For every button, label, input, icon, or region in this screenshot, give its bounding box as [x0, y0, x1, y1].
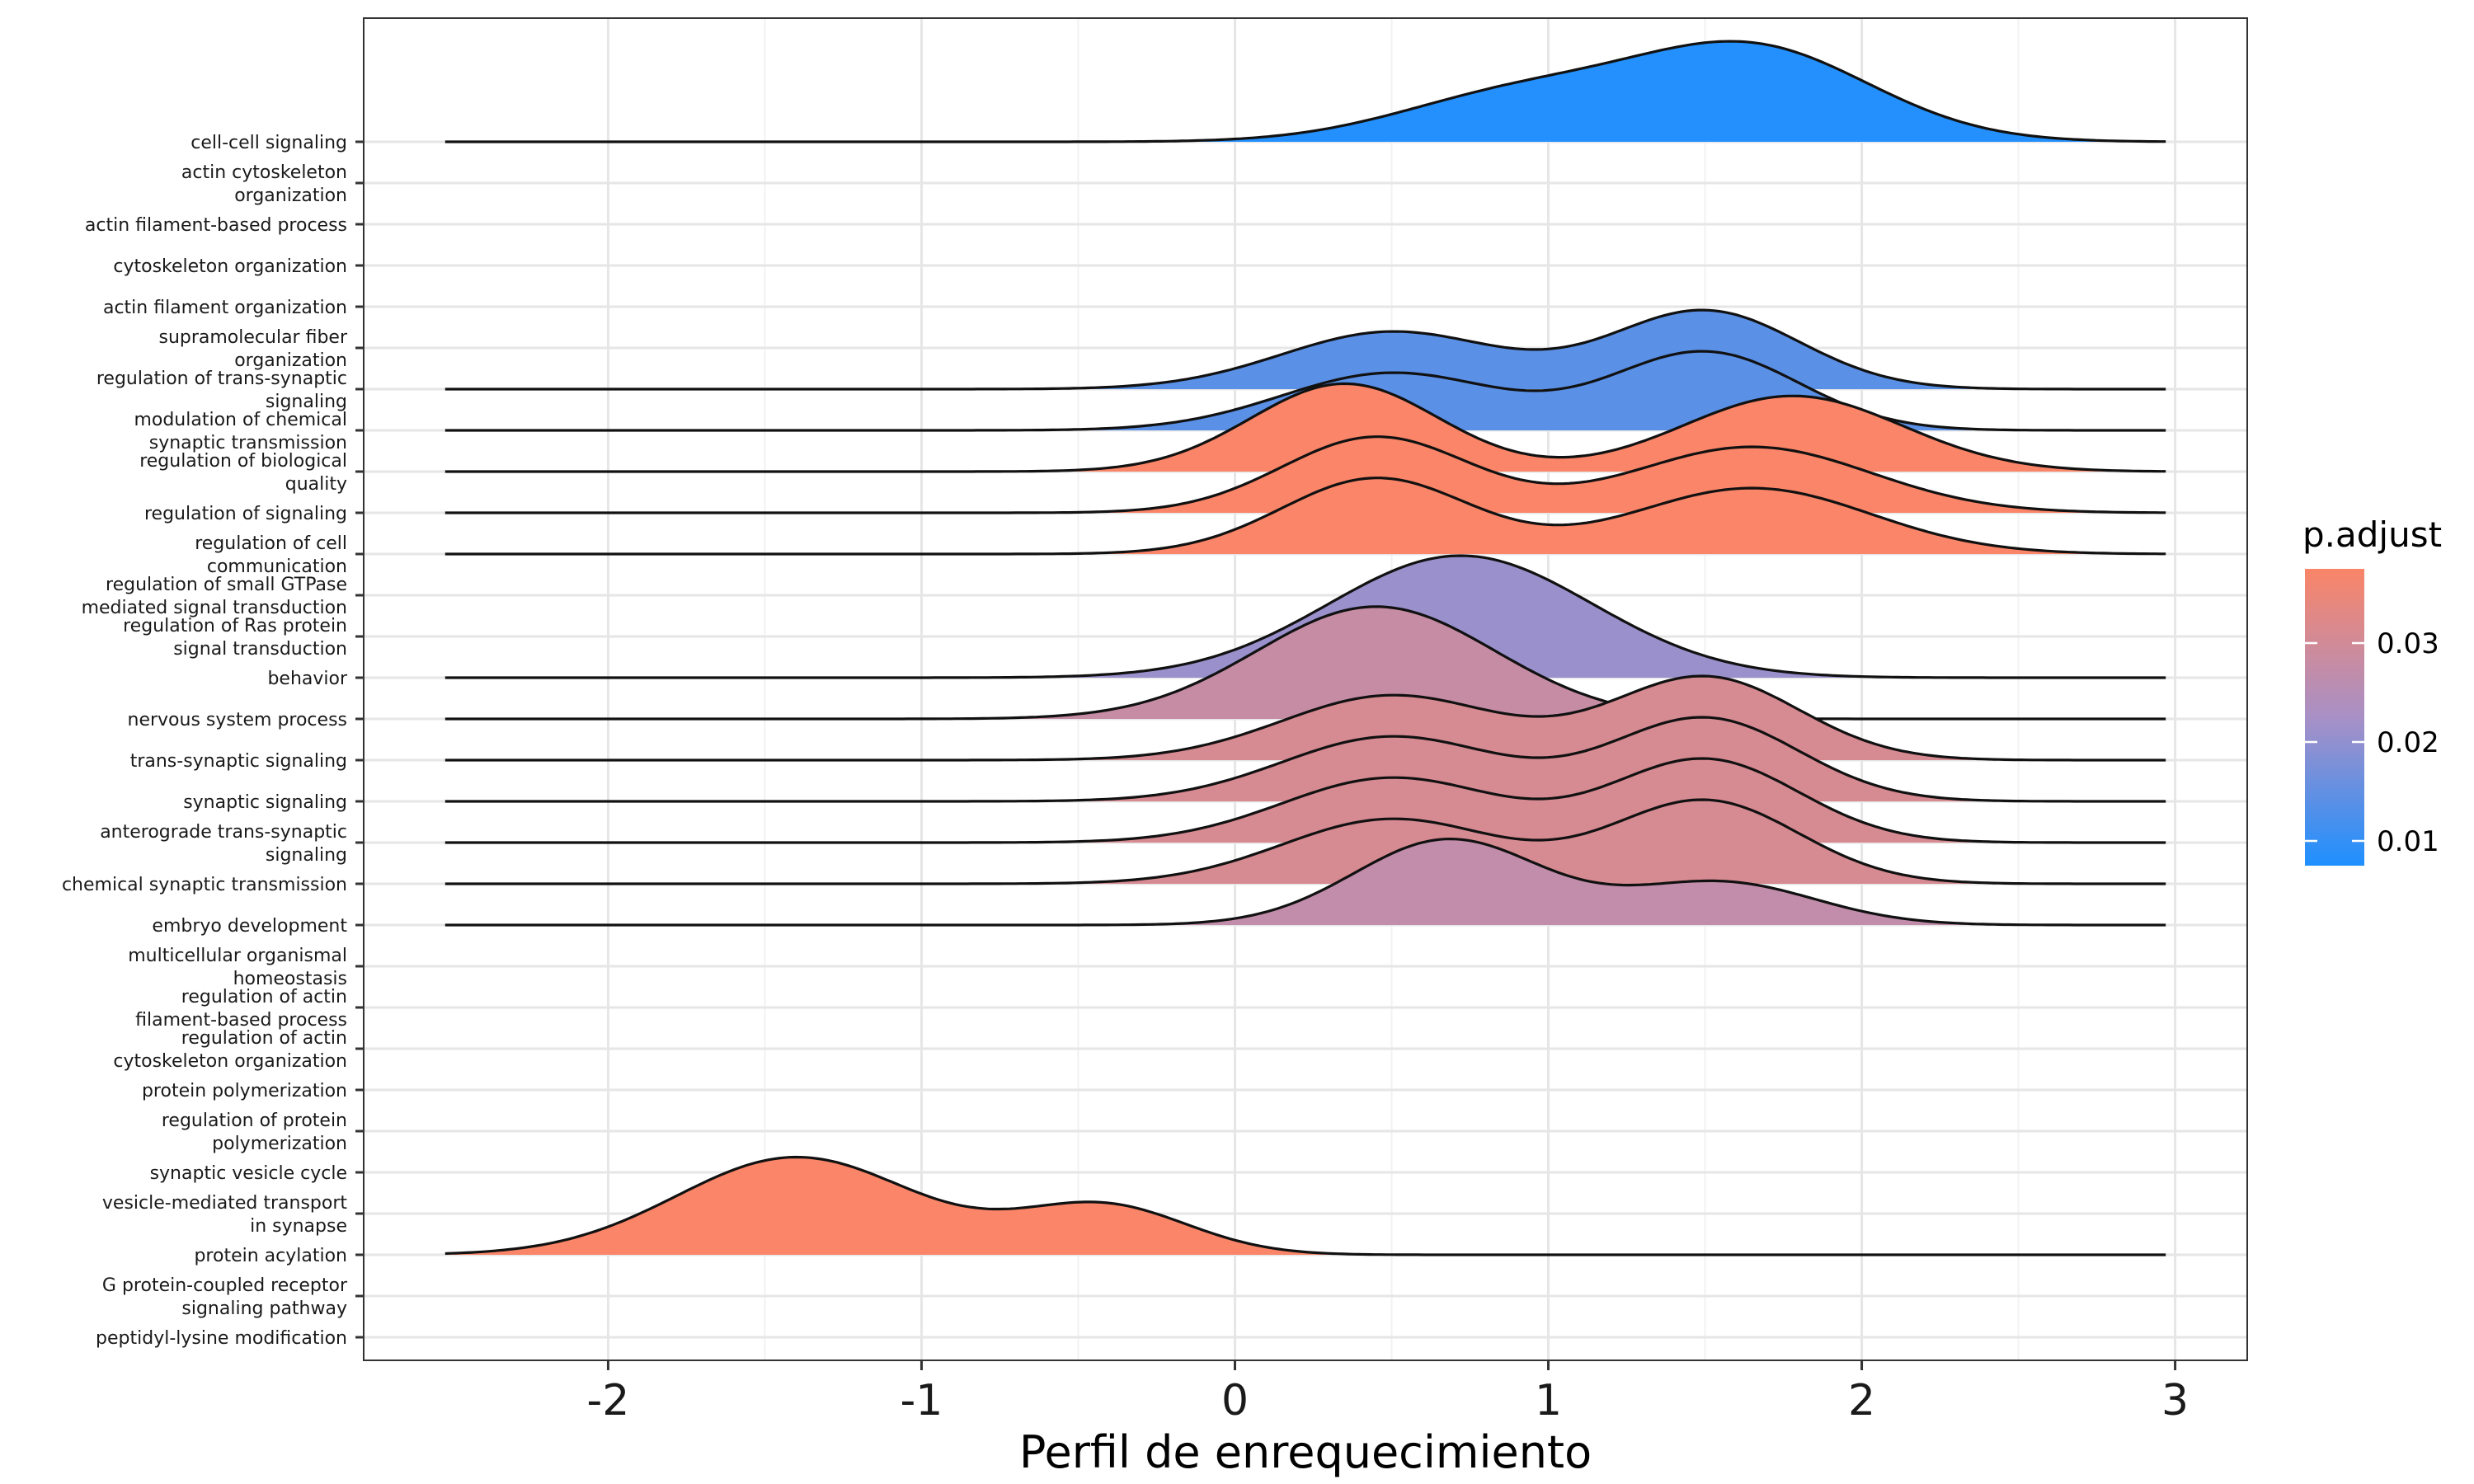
ridge-fill-nervous-system-process [444, 606, 2166, 719]
ridge-fill-protein-acylation [444, 1157, 2166, 1255]
y-tick-label-line: mediated signal transduction [82, 598, 347, 618]
x-tick-label: 1 [1535, 1376, 1562, 1425]
legend-tick-label: 0.02 [2377, 726, 2439, 759]
y-tick-label: regulation of cell communication [195, 533, 347, 577]
y-tick-label-line: signaling [266, 392, 347, 412]
y-tick-label: synaptic vesicle cycle [150, 1163, 347, 1184]
y-tick-label-line: signal transduction [173, 639, 347, 660]
y-tick-label-line: regulation of trans-synaptic [96, 369, 347, 389]
y-tick-label: anterograde trans-synaptic signaling [100, 822, 347, 866]
y-tick-label-line: actin cytoskeleton [181, 162, 347, 183]
y-tick-label-line: cytoskeleton organization [113, 1051, 347, 1072]
x-tick-label: 3 [2161, 1376, 2189, 1425]
y-tick-label: behavior [267, 669, 348, 689]
y-tick-label-line: signaling [266, 845, 347, 866]
y-tick-label: regulation of biological quality [139, 451, 347, 495]
x-axis-title: Perfil de enrequecimiento [1019, 1426, 1592, 1478]
ridge-line-regulation-of-cell-communication [444, 477, 2166, 556]
y-tick-label-line: regulation of biological [139, 451, 347, 472]
ridge-line-regulation-of-signaling [444, 435, 2166, 514]
ridges [444, 40, 2166, 1256]
y-tick-label: regulation of trans-synaptic signaling [96, 369, 347, 412]
y-tick-label-line: polymerization [212, 1134, 347, 1154]
y-tick-label-line: supramolecular fiber [158, 327, 347, 348]
legend-title: p.adjust [2302, 514, 2442, 555]
y-tick-label-line: regulation of small GTPase [106, 575, 347, 595]
ridge-line-regulation-of-trans-synaptic-signaling [444, 308, 2166, 391]
ridge-line-nervous-system-process [444, 605, 2166, 721]
y-tick-label-line: multicellular organismal [128, 946, 347, 966]
y-tick-label: regulation of actin filament-based proces… [135, 987, 347, 1031]
y-tick-label: regulation of small GTPase mediated signa… [82, 575, 347, 618]
legend: p.adjust 0.01 0.02 0.03 [2302, 514, 2442, 866]
y-tick-label: protein polymerization [142, 1081, 347, 1101]
y-tick-label-line: regulation of actin [181, 987, 347, 1007]
ridge-line-behavior [444, 554, 2166, 679]
legend-tick-label: 0.01 [2377, 825, 2439, 858]
y-tick-label: protein acylation [194, 1246, 347, 1266]
legend-colorbar [2305, 569, 2364, 866]
y-tick-label-line: vesicle-mediated transport [102, 1193, 347, 1214]
y-tick-label-line: modulation of chemical [134, 410, 347, 430]
y-tick-label-line: anterograde trans-synaptic [100, 822, 347, 843]
x-tick-label: 2 [1848, 1376, 1875, 1425]
y-tick-label-line: organization [234, 350, 347, 371]
ridge-fill-chemical-synaptic-transmission [444, 800, 2166, 884]
y-tick-label-line: communication [207, 556, 347, 577]
y-tick-label: synaptic signaling [183, 792, 347, 813]
y-tick-label-line: filament-based process [135, 1010, 347, 1031]
y-tick-label: multicellular organismal homeostasis [128, 946, 347, 989]
x-tick-label: 0 [1221, 1376, 1249, 1425]
ridge-line-embryo-development [444, 837, 2166, 927]
y-tick-label-line: regulation of cell [195, 533, 347, 554]
y-tick-label: regulation of protein polymerization [162, 1111, 347, 1154]
y-tick-label-line: quality [285, 474, 347, 495]
y-tick-label: embryo development [152, 916, 347, 937]
y-tick-label: trans-synaptic signaling [130, 751, 347, 772]
legend-tick-label: 0.03 [2377, 627, 2439, 660]
y-tick-label: G protein-coupled receptor signaling path… [102, 1275, 348, 1319]
y-tick-label-line: regulation of actin [181, 1028, 347, 1049]
ridge-line-trans-synaptic-signaling [444, 674, 2166, 762]
y-tick-label: actin filament organization [103, 298, 347, 318]
y-tick-label: regulation of signaling [144, 504, 347, 524]
x-tick-label: -2 [586, 1376, 629, 1425]
y-tick-label: actin cytoskeleton organization [181, 162, 347, 206]
y-tick-label: regulation of actin cytoskeleton organiza… [113, 1028, 347, 1072]
y-tick-label-line: synaptic transmission [149, 433, 347, 453]
ridge-fill-regulation-of-cell-communication [444, 477, 2166, 554]
y-tick-label: modulation of chemical synaptic transmiss… [134, 410, 347, 453]
ridge-line-cell-cell-signaling [444, 40, 2166, 143]
y-tick-label: regulation of Ras protein signal transduc… [123, 616, 347, 660]
x-axis: -2 -1 0 1 2 3 [586, 1360, 2189, 1425]
ridge-line-anterograde-trans-synaptic-signaling [444, 757, 2166, 844]
y-tick-label: vesicle-mediated transport in synapse [102, 1193, 347, 1237]
y-tick-label: peptidyl-lysine modification [96, 1328, 347, 1349]
ridge-line-chemical-synaptic-transmission [444, 798, 2166, 885]
y-tick-label-line: organization [234, 186, 347, 206]
legend-ticks: 0.01 0.02 0.03 [2305, 627, 2439, 858]
ridge-fill-cell-cell-signaling [444, 41, 2166, 142]
y-tick-label-line: in synapse [250, 1216, 347, 1237]
y-tick-label-line: homeostasis [233, 969, 347, 989]
y-tick-label: cytoskeleton organization [113, 256, 347, 277]
y-tick-label: actin filament-based process [85, 215, 347, 236]
y-tick-label-line: signaling pathway [181, 1298, 347, 1319]
y-axis: cell-cell signaling actin cytoskeleton org… [62, 133, 364, 1349]
ridge-line-regulation-of-biological-quality [444, 382, 2166, 473]
y-tick-label: chemical synaptic transmission [62, 875, 347, 895]
panel-border [363, 17, 2248, 1361]
y-tick-label-line: regulation of Ras protein [123, 616, 347, 636]
y-tick-label-line: regulation of protein [162, 1111, 347, 1131]
ridge-line-protein-acylation [444, 1155, 2166, 1256]
ridge-fill-embryo-development [444, 838, 2166, 925]
y-tick-label: cell-cell signaling [190, 133, 347, 153]
y-tick-label: supramolecular fiber organization [158, 327, 347, 371]
y-tick-label-line: G protein-coupled receptor [102, 1275, 348, 1296]
x-tick-label: -1 [901, 1376, 943, 1425]
ridge-line-synaptic-signaling [444, 716, 2166, 803]
y-tick-label: nervous system process [128, 710, 347, 730]
